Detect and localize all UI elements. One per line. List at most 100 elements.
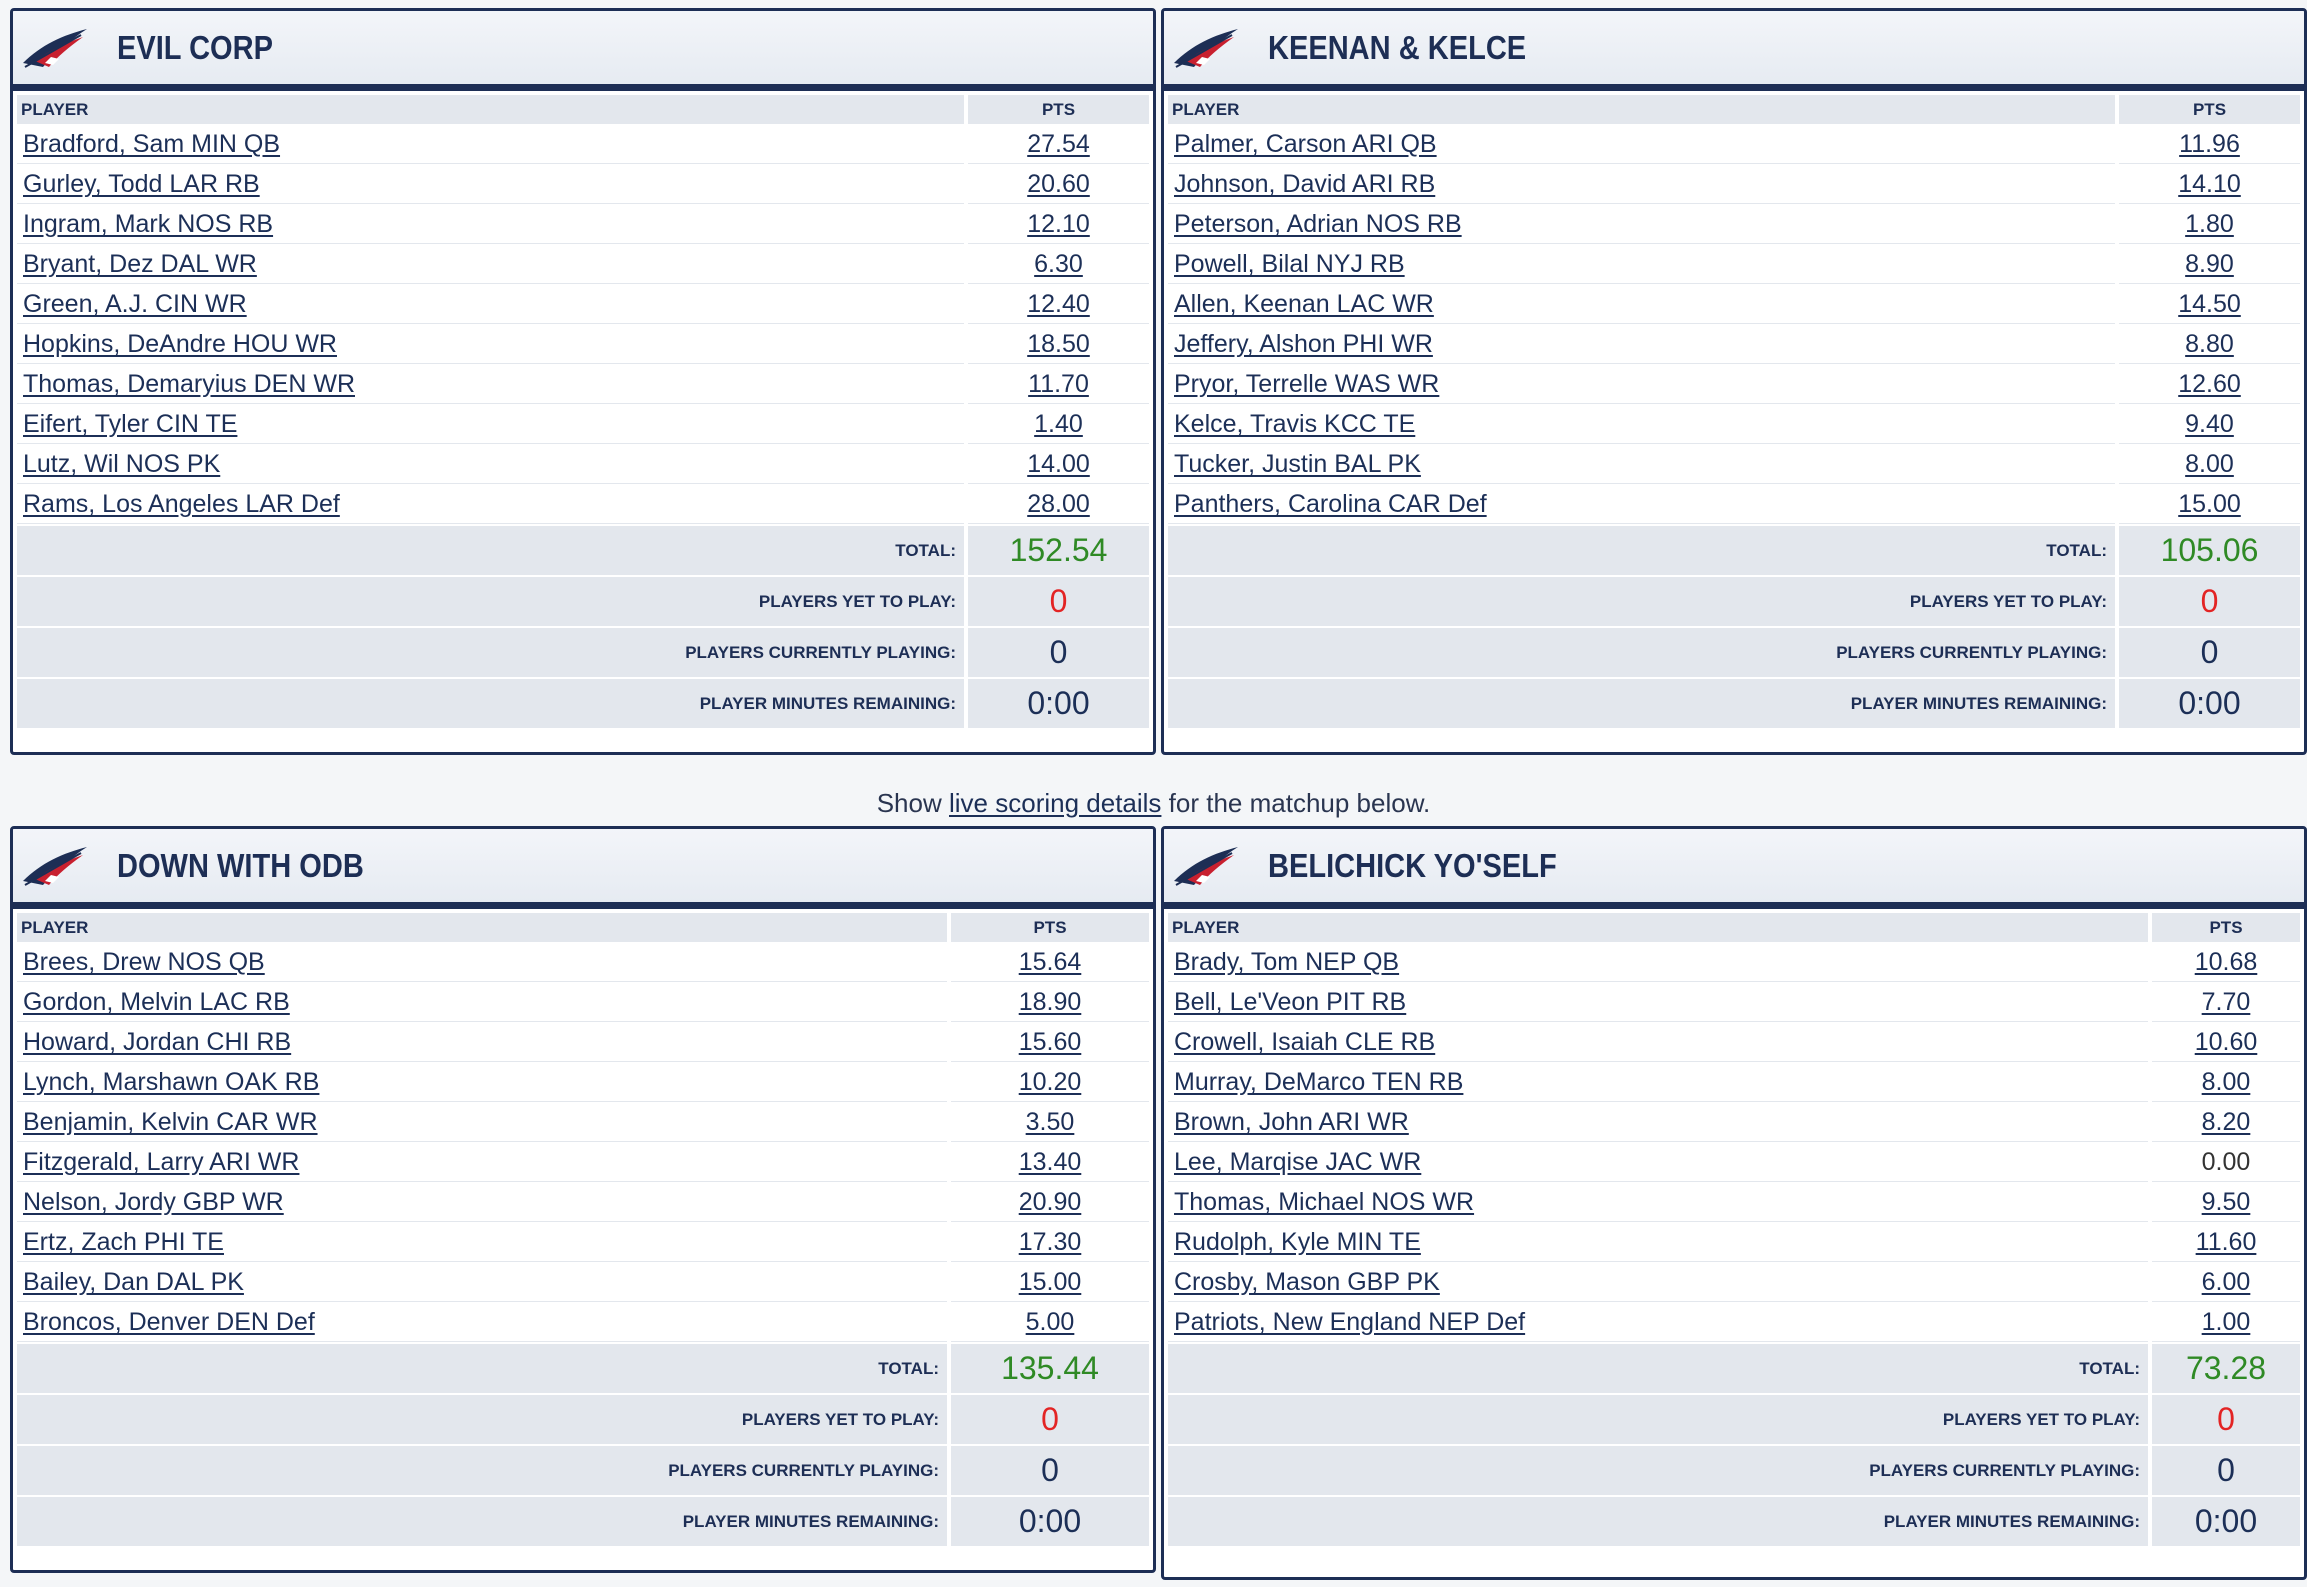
team-name: BELICHICK YO'SELF [1268, 846, 1557, 884]
player-link[interactable]: Kelce, Travis KCC TE [1174, 410, 1416, 438]
player-points-link[interactable]: 12.40 [1027, 290, 1090, 318]
player-link[interactable]: Rams, Los Angeles LAR Def [23, 490, 340, 518]
player-row: Thomas, Demaryius DEN WR 11.70 [17, 366, 1149, 404]
player-points-link[interactable]: 15.60 [1018, 1028, 1082, 1056]
player-points-link[interactable]: 11.70 [1028, 370, 1089, 398]
player-points-link[interactable]: 8.20 [2201, 1108, 2251, 1136]
player-points-link[interactable]: 6.30 [1034, 250, 1083, 278]
minutes-remaining-label: PLAYER MINUTES REMAINING: [1168, 679, 2115, 728]
player-link[interactable]: Tucker, Justin BAL PK [1174, 450, 1421, 478]
player-points-link[interactable]: 18.50 [1027, 330, 1090, 358]
player-points-link[interactable]: 3.50 [1025, 1108, 1075, 1136]
player-points-link[interactable]: 9.40 [2185, 410, 2234, 438]
player-row: Eifert, Tyler CIN TE 1.40 [17, 406, 1149, 444]
player-points-link[interactable]: 20.90 [1018, 1188, 1082, 1216]
player-points-link[interactable]: 6.00 [2201, 1268, 2251, 1296]
player-points-link[interactable]: 8.00 [2201, 1068, 2251, 1096]
player-points-link[interactable]: 14.10 [2178, 170, 2241, 198]
player-link[interactable]: Hopkins, DeAndre HOU WR [23, 330, 337, 358]
player-points-link[interactable]: 7.70 [2201, 988, 2251, 1016]
player-link[interactable]: Peterson, Adrian NOS RB [1174, 210, 1462, 238]
player-points-link[interactable]: 12.60 [2178, 370, 2241, 398]
minutes-remaining-label: PLAYER MINUTES REMAINING: [17, 679, 964, 728]
player-link[interactable]: Benjamin, Kelvin CAR WR [23, 1108, 318, 1136]
player-points-link[interactable]: 8.80 [2185, 330, 2234, 358]
player-link[interactable]: Johnson, David ARI RB [1174, 170, 1436, 198]
minutes-remaining-row: PLAYER MINUTES REMAINING: 0:00 [1168, 1497, 2300, 1546]
player-link[interactable]: Crowell, Isaiah CLE RB [1174, 1028, 1436, 1056]
player-points-link[interactable]: 12.10 [1027, 210, 1090, 238]
player-row: Allen, Keenan LAC WR 14.50 [1168, 286, 2300, 324]
player-link[interactable]: Gordon, Melvin LAC RB [23, 988, 290, 1016]
player-link[interactable]: Allen, Keenan LAC WR [1174, 290, 1434, 318]
yet-to-play-value: 0 [2152, 1395, 2300, 1444]
player-link[interactable]: Howard, Jordan CHI RB [23, 1028, 292, 1056]
player-link[interactable]: Bradford, Sam MIN QB [23, 130, 281, 158]
player-link[interactable]: Murray, DeMarco TEN RB [1174, 1068, 1464, 1096]
notice-suffix: for the matchup below. [1168, 788, 1431, 818]
player-link[interactable]: Patriots, New England NEP Def [1174, 1308, 1526, 1336]
player-link[interactable]: Panthers, Carolina CAR Def [1174, 490, 1487, 518]
player-points-link[interactable]: 11.96 [2179, 130, 2240, 158]
player-link[interactable]: Pryor, Terrelle WAS WR [1174, 370, 1440, 398]
player-points-link[interactable]: 1.80 [2185, 210, 2234, 238]
player-points-link[interactable]: 11.60 [2195, 1228, 2257, 1256]
player-link[interactable]: Gurley, Todd LAR RB [23, 170, 260, 198]
player-link[interactable]: Broncos, Denver DEN Def [23, 1308, 315, 1336]
player-link[interactable]: Jeffery, Alshon PHI WR [1174, 330, 1433, 358]
total-row: TOTAL: 135.44 [17, 1344, 1149, 1393]
player-link[interactable]: Lutz, Wil NOS PK [23, 450, 221, 478]
player-points-link[interactable]: 13.40 [1018, 1148, 1082, 1176]
currently-playing-value: 0 [2119, 628, 2300, 677]
player-points-link[interactable]: 14.50 [2178, 290, 2241, 318]
player-link[interactable]: Brady, Tom NEP QB [1174, 948, 1400, 976]
player-points-link[interactable]: 10.68 [2194, 948, 2258, 976]
player-link[interactable]: Crosby, Mason GBP PK [1174, 1268, 1440, 1296]
player-link[interactable]: Thomas, Demaryius DEN WR [23, 370, 355, 398]
player-link[interactable]: Bell, Le'Veon PIT RB [1174, 988, 1407, 1016]
player-link[interactable]: Green, A.J. CIN WR [23, 290, 247, 318]
player-link[interactable]: Nelson, Jordy GBP WR [23, 1188, 284, 1216]
player-link[interactable]: Palmer, Carson ARI QB [1174, 130, 1437, 158]
player-link[interactable]: Lee, Marqise JAC WR [1174, 1148, 1422, 1176]
player-points-link[interactable]: 10.60 [2194, 1028, 2258, 1056]
player-points-link[interactable]: 10.20 [1018, 1068, 1082, 1096]
player-points-link[interactable]: 28.00 [1027, 490, 1090, 518]
player-points-link[interactable]: 5.00 [1025, 1308, 1075, 1336]
player-points-link[interactable]: 8.00 [2185, 450, 2234, 478]
player-points-link[interactable]: 8.90 [2185, 250, 2234, 278]
player-link[interactable]: Bailey, Dan DAL PK [23, 1268, 244, 1296]
team-name: KEENAN & KELCE [1268, 28, 1527, 66]
player-link[interactable]: Lynch, Marshawn OAK RB [23, 1068, 320, 1096]
player-link[interactable]: Rudolph, Kyle MIN TE [1174, 1228, 1421, 1256]
player-link[interactable]: Eifert, Tyler CIN TE [23, 410, 238, 438]
player-points-link[interactable]: 14.00 [1027, 450, 1090, 478]
player-points-link[interactable]: 27.54 [1027, 130, 1090, 158]
player-points-link[interactable]: 1.40 [1034, 410, 1083, 438]
player-points-link[interactable]: 15.64 [1018, 948, 1082, 976]
player-row: Palmer, Carson ARI QB 11.96 [1168, 126, 2300, 164]
player-link[interactable]: Fitzgerald, Larry ARI WR [23, 1148, 300, 1176]
player-link[interactable]: Bryant, Dez DAL WR [23, 250, 257, 278]
player-row: Crosby, Mason GBP PK 6.00 [1168, 1264, 2300, 1302]
player-row: Bailey, Dan DAL PK 15.00 [17, 1264, 1149, 1302]
player-link[interactable]: Brown, John ARI WR [1174, 1108, 1409, 1136]
player-points-link[interactable]: 18.90 [1018, 988, 1082, 1016]
player-link[interactable]: Thomas, Michael NOS WR [1174, 1188, 1475, 1216]
player-column-header: PLAYER [1168, 913, 2148, 942]
player-points-link[interactable]: 1.00 [2201, 1308, 2251, 1336]
player-link[interactable]: Powell, Bilal NYJ RB [1174, 250, 1405, 278]
player-points-link[interactable]: 20.60 [1027, 170, 1090, 198]
player-link[interactable]: Ertz, Zach PHI TE [23, 1228, 224, 1256]
player-points-link[interactable]: 17.30 [1018, 1228, 1082, 1256]
live-scoring-details-link[interactable]: live scoring details [949, 788, 1162, 818]
player-row: Lutz, Wil NOS PK 14.00 [17, 446, 1149, 484]
player-points-link[interactable]: 15.00 [1018, 1268, 1082, 1296]
player-link[interactable]: Brees, Drew NOS QB [23, 948, 265, 976]
player-row: Lynch, Marshawn OAK RB 10.20 [17, 1064, 1149, 1102]
player-points-link[interactable]: 9.50 [2201, 1188, 2251, 1216]
player-points-link[interactable]: 15.00 [2178, 490, 2241, 518]
player-link[interactable]: Ingram, Mark NOS RB [23, 210, 274, 238]
player-row: Howard, Jordan CHI RB 15.60 [17, 1024, 1149, 1062]
player-points: 0.00 [2201, 1148, 2251, 1176]
